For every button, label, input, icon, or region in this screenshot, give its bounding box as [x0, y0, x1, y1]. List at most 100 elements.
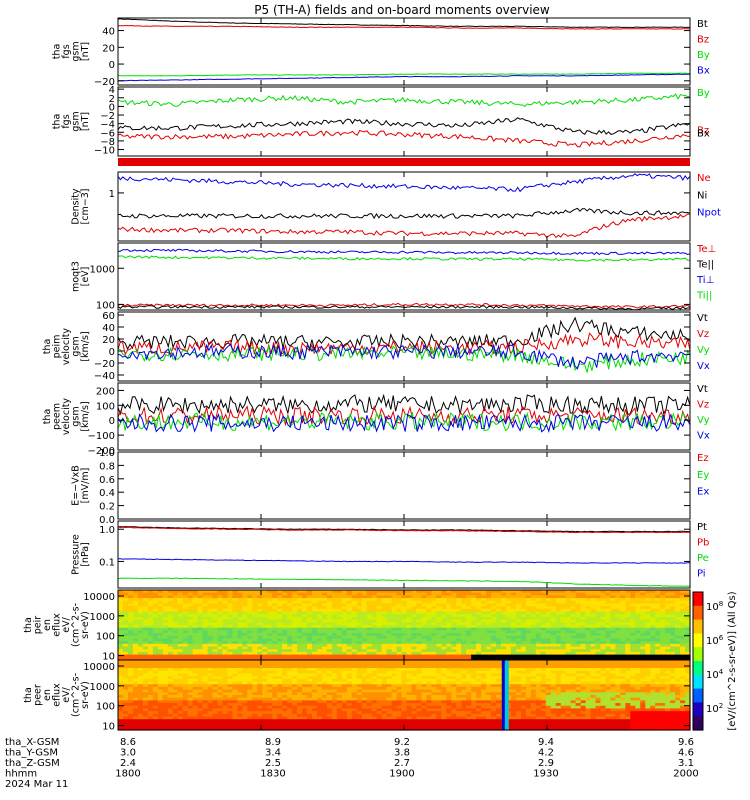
ytick-label: 4 [109, 85, 115, 96]
ylabel-line: tha [23, 687, 34, 703]
xaxis-value: 2.5 [265, 758, 281, 769]
ytick-label: 40 [102, 27, 115, 38]
series-line-0-0 [117, 18, 691, 29]
ytick-label: −200 [88, 446, 115, 457]
xaxis-value: 8.6 [120, 737, 136, 748]
ylabel-line: peir [33, 616, 44, 635]
ytick-label: 20 [102, 335, 115, 346]
ylabel-line: peim [52, 335, 63, 359]
legend-3: Vx [697, 431, 710, 442]
ytick-label: 0.2 [99, 502, 115, 513]
xaxis-value: 3.0 [120, 748, 136, 759]
ytick-label: 10 [102, 722, 115, 733]
colorbar-tick: 102 [706, 702, 723, 715]
xaxis-value: 4.2 [538, 748, 554, 759]
ylabel-line: tha [42, 339, 53, 355]
legend-2: Vy [697, 345, 710, 356]
colorbar-segment [693, 647, 703, 662]
ytick-label: −20 [94, 359, 115, 370]
ytick-label: 10 [102, 652, 115, 663]
colorbar-tick: 106 [706, 634, 724, 647]
xaxis-row-label: tha_Y-GSM [5, 748, 58, 759]
xaxis-value: 1800 [115, 769, 140, 780]
series-line-6-3 [117, 412, 691, 434]
ytick-label: 0.1 [99, 557, 115, 568]
series-line-8-1 [117, 526, 691, 534]
legend-2: Npot [697, 208, 721, 219]
legend-2: Ex [697, 487, 709, 498]
ylabel-line: velocity [61, 328, 72, 366]
x-axis-labels: tha_X-GSM 8.6 8.9 9.2 9.4 9.6 tha_Y-GSM 3.0 3.4 3… [5, 737, 699, 790]
ylabel-line: [nT] [80, 42, 91, 61]
ylabel-line: [nPa] [80, 542, 91, 567]
xaxis-value: 1900 [389, 769, 414, 780]
xaxis-value: 9.2 [394, 737, 410, 748]
legend-2: Pe [697, 553, 709, 564]
xaxis-value: 3.8 [394, 748, 410, 759]
ylabel-line: sr-eV) [80, 681, 91, 709]
colorbar: 108 106 104 102 [eV/(cm^2-s-sr-eV)] (All Qs) [692, 591, 738, 731]
legend-0: Vt [697, 313, 708, 324]
ylabel-line: [nT] [80, 112, 91, 131]
series-line-0-3 [118, 73, 690, 82]
series-line-5-3 [117, 343, 691, 370]
legend-3: Vx [697, 361, 710, 372]
ylabel-line: gsm [71, 336, 82, 356]
ylabel-line: eflux [52, 613, 63, 637]
ytick-label: 0.6 [99, 475, 115, 486]
ytick-label: 200 [96, 386, 115, 397]
xaxis-value: 2.7 [394, 758, 410, 769]
colorbar-segment [693, 619, 703, 634]
spectrogram [118, 660, 691, 731]
xaxis-value: 2.4 [120, 758, 136, 769]
legend-1: Vz [697, 400, 709, 411]
ylabel-line: eV/ [61, 616, 72, 632]
ytick-label: 10000 [83, 592, 115, 603]
colorbar-segment [693, 688, 703, 703]
ytick-label: 100 [96, 702, 115, 713]
panel-frame [117, 17, 691, 86]
colorbar-segment [693, 592, 703, 607]
legend-2: Ti⊥ [696, 275, 714, 286]
ytick-label: 0.8 [99, 461, 115, 472]
ylabel-line: fgs [61, 114, 72, 128]
series-line-3-2 [117, 173, 691, 193]
colorbar-segment [693, 716, 703, 731]
ylabel-line: gsm [71, 111, 82, 131]
ylabel-line: eflux [52, 683, 63, 707]
ytick-label: 1000 [90, 682, 115, 693]
series-line-1-2 [117, 117, 691, 135]
ylabel-line: gsm [71, 41, 82, 61]
series-line-5-2 [117, 344, 691, 374]
legend-0: By [697, 88, 710, 99]
legend-2: Bx [697, 129, 710, 140]
ylabel-line: en [42, 619, 53, 631]
ylabel-line: Density [71, 188, 82, 224]
ylabel-line: sr-eV) [80, 611, 91, 639]
legend-1: Ni [697, 190, 707, 201]
ylabel-line: (cm^2-s- [71, 603, 82, 647]
xaxis-value: 4.6 [678, 748, 694, 759]
ytick-label: −8 [100, 137, 115, 148]
panel-frame [117, 242, 691, 311]
series-line-6-2 [117, 410, 691, 432]
legend-1: Pb [697, 538, 709, 549]
figure-title: P5 (TH-A) fields and on-board moments ov… [254, 3, 550, 17]
series-line-1-1 [117, 129, 691, 148]
ylabel-line: [km/s] [80, 401, 91, 431]
ytick-label: 1 [109, 189, 115, 200]
colorbar-segment [693, 702, 703, 717]
ytick-label: 1.0 [99, 448, 115, 459]
ylabel-line: tha [52, 114, 63, 130]
gap-band [501, 660, 509, 730]
panel-frame [117, 451, 691, 520]
panel-8: 1.0 0.1 Pressure[nPa] Pt Pb Pe Pi [71, 520, 709, 589]
panels: 40200−20thafgsgsm[nT]BtBzByBx420−2−4−6−8… [23, 17, 721, 733]
colorbar-segment [693, 633, 703, 648]
series-line-5-0 [117, 316, 691, 351]
legend-3: Bx [697, 66, 710, 77]
ylabel-line: eV/ [61, 686, 72, 702]
ylabel-line: peer [33, 684, 44, 706]
